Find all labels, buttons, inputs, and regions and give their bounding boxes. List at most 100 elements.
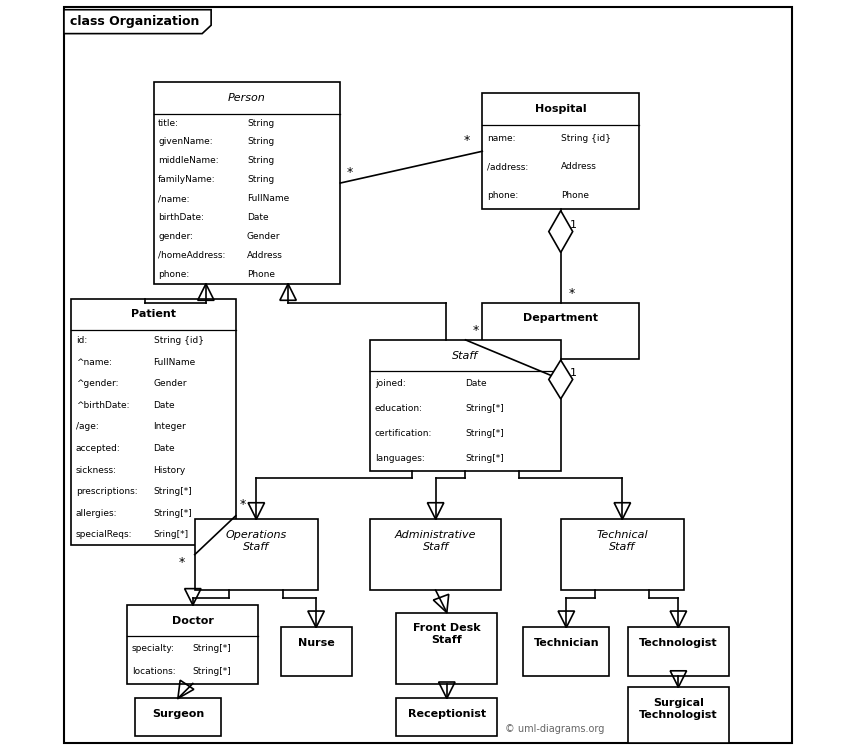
Text: Nurse: Nurse bbox=[298, 638, 335, 648]
FancyBboxPatch shape bbox=[154, 82, 341, 284]
Text: ^birthDate:: ^birthDate: bbox=[76, 401, 129, 410]
FancyBboxPatch shape bbox=[64, 7, 792, 743]
Text: 1: 1 bbox=[569, 220, 577, 230]
Text: String[*]: String[*] bbox=[154, 509, 193, 518]
FancyBboxPatch shape bbox=[396, 698, 497, 736]
Text: prescriptions:: prescriptions: bbox=[76, 487, 138, 496]
Text: givenName:: givenName: bbox=[158, 137, 212, 146]
Polygon shape bbox=[64, 10, 211, 34]
Text: Doctor: Doctor bbox=[172, 616, 214, 626]
Text: *: * bbox=[464, 134, 470, 147]
Text: FullName: FullName bbox=[247, 194, 289, 203]
Text: String[*]: String[*] bbox=[193, 667, 231, 676]
Text: Patient: Patient bbox=[131, 309, 176, 320]
Text: Date: Date bbox=[154, 401, 175, 410]
Text: /name:: /name: bbox=[158, 194, 189, 203]
FancyBboxPatch shape bbox=[628, 627, 728, 676]
Text: String[*]: String[*] bbox=[465, 429, 504, 438]
Text: © uml-diagrams.org: © uml-diagrams.org bbox=[505, 724, 604, 734]
Text: /address:: /address: bbox=[487, 162, 528, 172]
Text: *: * bbox=[347, 166, 353, 179]
FancyBboxPatch shape bbox=[135, 698, 221, 736]
Text: ^gender:: ^gender: bbox=[76, 379, 119, 388]
Text: joined:: joined: bbox=[375, 379, 405, 388]
FancyBboxPatch shape bbox=[194, 519, 318, 590]
FancyBboxPatch shape bbox=[524, 627, 609, 676]
FancyBboxPatch shape bbox=[628, 687, 728, 743]
Text: String {id}: String {id} bbox=[154, 336, 204, 345]
Text: String[*]: String[*] bbox=[465, 453, 504, 462]
Text: Integer: Integer bbox=[154, 423, 187, 432]
Text: Address: Address bbox=[247, 251, 283, 260]
Polygon shape bbox=[549, 211, 573, 252]
Text: Department: Department bbox=[523, 313, 599, 323]
Text: String[*]: String[*] bbox=[465, 404, 504, 413]
FancyBboxPatch shape bbox=[127, 605, 258, 684]
Text: *: * bbox=[568, 287, 574, 300]
Text: sickness:: sickness: bbox=[76, 465, 117, 474]
Text: Date: Date bbox=[154, 444, 175, 453]
Text: 1: 1 bbox=[569, 368, 577, 378]
Text: phone:: phone: bbox=[487, 190, 518, 199]
Text: Surgical
Technologist: Surgical Technologist bbox=[639, 698, 718, 719]
Text: name:: name: bbox=[487, 134, 515, 143]
Text: Phone: Phone bbox=[561, 190, 589, 199]
FancyBboxPatch shape bbox=[71, 299, 236, 545]
Text: *: * bbox=[473, 324, 479, 337]
Text: String: String bbox=[247, 137, 274, 146]
Text: locations:: locations: bbox=[132, 667, 175, 676]
Text: gender:: gender: bbox=[158, 232, 194, 241]
Text: /homeAddress:: /homeAddress: bbox=[158, 251, 225, 260]
Text: languages:: languages: bbox=[375, 453, 425, 462]
FancyBboxPatch shape bbox=[371, 340, 561, 471]
Text: String: String bbox=[247, 119, 274, 128]
Text: familyName:: familyName: bbox=[158, 176, 216, 185]
Text: String {id}: String {id} bbox=[561, 134, 611, 143]
Text: String[*]: String[*] bbox=[193, 644, 231, 653]
Text: *: * bbox=[178, 556, 185, 569]
Text: Front Desk
Staff: Front Desk Staff bbox=[413, 624, 481, 645]
Text: Date: Date bbox=[465, 379, 487, 388]
Text: Sring[*]: Sring[*] bbox=[154, 530, 188, 539]
Text: Person: Person bbox=[228, 93, 266, 103]
Text: Phone: Phone bbox=[247, 270, 275, 279]
Polygon shape bbox=[549, 360, 573, 399]
Text: ^name:: ^name: bbox=[76, 358, 112, 367]
Text: accepted:: accepted: bbox=[76, 444, 120, 453]
Text: Receptionist: Receptionist bbox=[408, 709, 486, 719]
Text: Address: Address bbox=[561, 162, 597, 172]
Text: String: String bbox=[247, 156, 274, 165]
Text: class Organization: class Organization bbox=[70, 15, 200, 28]
Text: Administrative
Staff: Administrative Staff bbox=[395, 530, 476, 551]
Text: Staff: Staff bbox=[452, 350, 478, 361]
Text: FullName: FullName bbox=[154, 358, 196, 367]
Text: education:: education: bbox=[375, 404, 423, 413]
Text: Technician: Technician bbox=[533, 638, 599, 648]
FancyBboxPatch shape bbox=[396, 613, 497, 684]
Text: id:: id: bbox=[76, 336, 87, 345]
Text: Hospital: Hospital bbox=[535, 104, 587, 114]
Text: Operations
Staff: Operations Staff bbox=[225, 530, 287, 551]
Text: History: History bbox=[154, 465, 186, 474]
FancyBboxPatch shape bbox=[371, 519, 501, 590]
Text: Surgeon: Surgeon bbox=[151, 709, 204, 719]
Text: phone:: phone: bbox=[158, 270, 189, 279]
Text: *: * bbox=[240, 498, 246, 511]
Text: Date: Date bbox=[247, 213, 268, 222]
Text: Technologist: Technologist bbox=[639, 638, 718, 648]
FancyBboxPatch shape bbox=[561, 519, 684, 590]
FancyBboxPatch shape bbox=[482, 93, 639, 209]
Text: middleName:: middleName: bbox=[158, 156, 218, 165]
Text: certification:: certification: bbox=[375, 429, 432, 438]
Text: title:: title: bbox=[158, 119, 179, 128]
Text: Gender: Gender bbox=[154, 379, 187, 388]
Text: allergies:: allergies: bbox=[76, 509, 118, 518]
Text: specialReqs:: specialReqs: bbox=[76, 530, 132, 539]
Text: birthDate:: birthDate: bbox=[158, 213, 204, 222]
Text: Technical
Staff: Technical Staff bbox=[597, 530, 648, 551]
Text: Gender: Gender bbox=[247, 232, 280, 241]
Text: /age:: /age: bbox=[76, 423, 99, 432]
Text: String: String bbox=[247, 176, 274, 185]
Text: specialty:: specialty: bbox=[132, 644, 175, 653]
FancyBboxPatch shape bbox=[280, 627, 352, 676]
